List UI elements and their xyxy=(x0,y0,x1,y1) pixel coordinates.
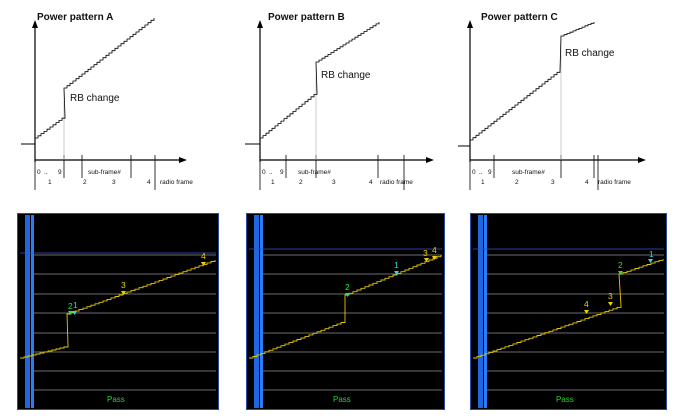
marker-triangle-icon xyxy=(618,271,623,275)
marker-triangle-icon xyxy=(72,311,77,315)
power-trace xyxy=(473,259,664,359)
marker-label: 2 xyxy=(345,282,350,292)
power-pattern-c-diagram: Power pattern C RB change 0 .. 9 sub-fra… xyxy=(456,0,658,195)
measurement-screen-c-svg: 4 3 2 1 Pass xyxy=(470,213,667,410)
measurement-screen-b: 2 1 3 4 Pass xyxy=(246,213,445,410)
y-axis-arrow-icon xyxy=(32,20,38,28)
radio-frame-axis-label: radio frame xyxy=(160,179,193,186)
power-staircase-trace xyxy=(35,18,155,139)
radio-frame-axis-label: radio frame xyxy=(598,179,631,186)
measurement-screen-c: 4 3 2 1 Pass xyxy=(470,213,667,410)
diagram-title: Power pattern A xyxy=(37,12,113,23)
marker-label: 4 xyxy=(432,245,437,255)
screen-background xyxy=(17,213,219,410)
grid-lines xyxy=(263,254,442,391)
rb-change-label: RB change xyxy=(565,48,615,59)
power-staircase-trace xyxy=(260,22,380,139)
y-axis-arrow-icon xyxy=(257,20,263,28)
rb-change-label: RB change xyxy=(70,93,120,104)
marker-label: 4 xyxy=(584,299,589,309)
power-trace xyxy=(20,260,216,359)
marker-label: 1 xyxy=(649,249,654,259)
power-pattern-b-svg: Power pattern B RB change 0 .. 9 sub-fra… xyxy=(245,12,434,190)
radio-frame-number: 2 xyxy=(515,179,519,186)
power-pattern-b-diagram: Power pattern B RB change 0 .. 9 sub-fra… xyxy=(242,0,442,195)
marker-label: 1 xyxy=(394,260,399,270)
rb-change-label: RB change xyxy=(321,70,371,81)
power-pattern-c-svg: Power pattern C RB change 0 .. 9 sub-fra… xyxy=(456,12,646,190)
power-pattern-a-svg: Power pattern A RB change 0 .. 9 sub-fra… xyxy=(21,12,193,190)
pass-status: Pass xyxy=(333,395,351,404)
grid-lines xyxy=(487,254,664,391)
marker-triangle-icon xyxy=(201,262,206,266)
marker-triangle-icon xyxy=(345,293,350,297)
screen-left-bar xyxy=(31,215,34,408)
marker-label: 1 xyxy=(73,300,78,310)
radio-frame-number: 1 xyxy=(271,179,275,186)
screen-background xyxy=(470,213,667,410)
screen-left-bar xyxy=(254,215,259,408)
power-pattern-a-diagram: Power pattern A RB change 0 .. 9 sub-fra… xyxy=(15,0,200,195)
screen-left-bar xyxy=(25,215,30,408)
sub-frame-tick-0: 0 xyxy=(262,169,266,176)
marker-label: 3 xyxy=(423,248,428,258)
sub-frame-tick-ellipsis: .. xyxy=(479,169,483,176)
pass-status: Pass xyxy=(556,395,574,404)
radio-frame-number: 4 xyxy=(585,179,589,186)
marker-triangle-icon xyxy=(608,302,613,306)
radio-frame-number: 3 xyxy=(112,179,116,186)
measurement-screen-a: 2 1 3 4 Pass xyxy=(17,213,219,410)
screen-background xyxy=(246,213,445,410)
radio-frame-number: 2 xyxy=(299,179,303,186)
measurement-screen-a-svg: 2 1 3 4 Pass xyxy=(17,213,219,410)
radio-frame-number: 4 xyxy=(147,179,151,186)
power-trace xyxy=(249,255,442,359)
radio-frame-number: 1 xyxy=(48,179,52,186)
sub-frame-tick-ellipsis: .. xyxy=(269,169,273,176)
x-axis-arrow-icon xyxy=(426,157,434,163)
marker-label: 3 xyxy=(121,280,126,290)
marker-triangle-icon xyxy=(432,256,437,260)
x-axis-arrow-icon xyxy=(179,157,187,163)
marker-triangle-icon xyxy=(394,271,399,275)
radio-frame-number: 4 xyxy=(369,179,373,186)
y-axis-arrow-icon xyxy=(467,20,473,28)
radio-frame-axis-label: radio frame xyxy=(380,179,413,186)
sub-frame-tick-0: 0 xyxy=(472,169,476,176)
diagram-title: Power pattern C xyxy=(481,12,558,23)
sub-frame-tick-9: 9 xyxy=(488,169,492,176)
sub-frame-tick-ellipsis: .. xyxy=(44,169,48,176)
marker-label: 2 xyxy=(68,301,73,311)
x-axis-arrow-icon xyxy=(638,157,646,163)
power-staircase-trace xyxy=(470,22,595,141)
sub-frame-tick-9: 9 xyxy=(58,169,62,176)
radio-frame-number: 3 xyxy=(332,179,336,186)
radio-frame-number: 1 xyxy=(481,179,485,186)
marker-triangle-icon xyxy=(584,310,589,314)
marker-triangle-icon xyxy=(121,291,126,295)
sub-frame-tick-0: 0 xyxy=(37,169,41,176)
sub-frame-axis-label: sub-frame# xyxy=(512,169,545,176)
marker-label: 3 xyxy=(608,291,613,301)
marker-triangle-icon xyxy=(68,311,73,315)
diagram-title: Power pattern B xyxy=(268,12,345,23)
marker-label: 2 xyxy=(618,260,623,270)
measurement-screen-b-svg: 2 1 3 4 Pass xyxy=(246,213,445,410)
sub-frame-tick-9: 9 xyxy=(280,169,284,176)
screen-left-bar xyxy=(484,215,487,408)
marker-triangle-icon xyxy=(424,258,429,262)
screen-left-bar xyxy=(478,215,483,408)
pass-status: Pass xyxy=(107,395,125,404)
marker-triangle-icon xyxy=(648,259,653,263)
marker-label: 4 xyxy=(201,251,206,261)
screen-left-bar xyxy=(260,215,263,408)
radio-frame-number: 3 xyxy=(551,179,555,186)
sub-frame-axis-label: sub-frame# xyxy=(298,169,331,176)
sub-frame-axis-label: sub-frame# xyxy=(88,169,121,176)
radio-frame-number: 2 xyxy=(83,179,87,186)
